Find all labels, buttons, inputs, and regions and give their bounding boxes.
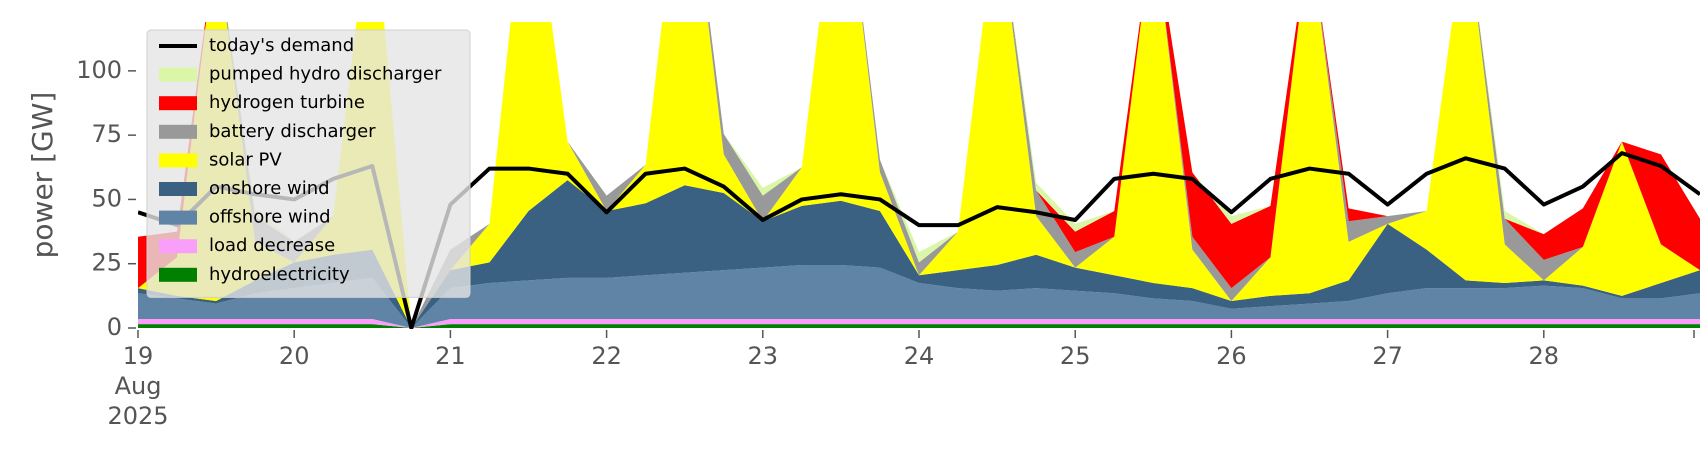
x-tick-label: 28 [1529,342,1560,370]
x-tick-label: 24 [904,342,935,370]
area [138,22,1700,328]
legend-label: onshore wind [209,178,330,199]
legend-swatch [159,124,197,139]
x-tick-label: 27 [1372,342,1403,370]
legend-label: battery discharger [209,121,376,142]
x-tick-label: 21 [435,342,466,370]
x-tick-label: 22 [591,342,622,370]
y-tick-label: 75 [91,120,122,148]
axes: 0 25 50 75 100 19 Aug 2025 20 21 22 23 24 25 26 27 28 [76,56,1695,430]
plot-area [138,22,1700,329]
legend-swatch [159,267,197,282]
area [138,319,1700,328]
x-tick-label: 25 [1060,342,1091,370]
legend-label: solar PV [209,149,282,170]
legend-label: hydrogen turbine [209,92,365,113]
legend-box [146,29,471,298]
area [138,22,1700,328]
area [138,324,1700,328]
x-tick-label: 23 [748,342,779,370]
legend-label: today's demand [209,35,354,56]
legend-label: pumped hydro discharger [209,64,442,85]
y-axis-label: power [GW] [26,92,59,259]
y-tick-label: 100 [76,56,122,84]
legend-swatch [159,153,197,168]
legend-label: hydroelectricity [209,264,350,285]
legend-swatch [159,182,197,196]
x-tick-label: 20 [279,342,310,370]
legend-swatch [159,239,197,254]
x-tick-label: 26 [1216,342,1247,370]
legend: today's demand pumped hydro discharger hyd… [146,29,471,298]
x-tick-label: 19 Aug 2025 [107,342,168,430]
area [138,265,1700,328]
legend-swatch [159,67,197,82]
y-tick-label: 0 [107,313,122,341]
legend-label: offshore wind [209,207,331,228]
y-tick-label: 50 [91,184,122,212]
area [138,180,1700,328]
y-tick-label: 25 [91,249,122,277]
legend-swatch [159,96,197,111]
legend-swatch [159,210,197,225]
legend-label: load decrease [209,235,335,256]
